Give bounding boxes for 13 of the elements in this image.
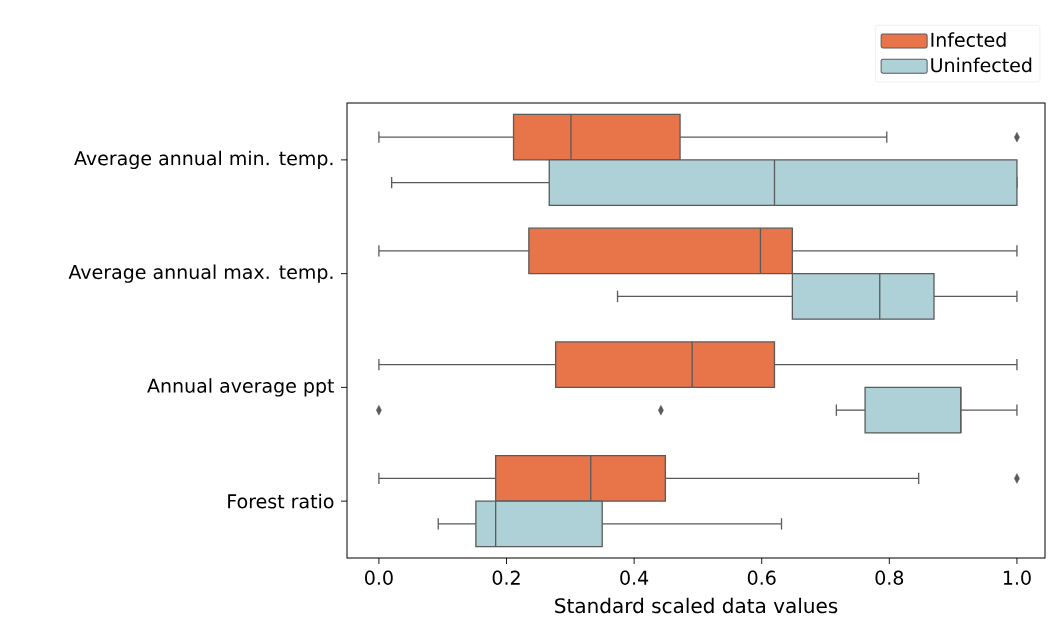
legend-label: Infected xyxy=(931,32,1006,47)
x-tick-label: 1.0 xyxy=(1003,570,1031,585)
legend-label: Uninfected xyxy=(931,57,1032,73)
x-tick-label: 0.4 xyxy=(620,570,649,585)
y-tick-label: Annual average ppt xyxy=(147,378,335,397)
x-tick-label: 0.2 xyxy=(492,570,520,585)
y-tick-label: Average annual max. temp. xyxy=(68,264,333,283)
x-tick-label: 0.6 xyxy=(747,570,776,585)
x-axis-title: Standard scaled data values xyxy=(555,597,838,614)
x-tick-label: 0.0 xyxy=(365,570,393,585)
x-tick-label: 0.8 xyxy=(875,570,904,585)
y-tick-label: Average annual min. temp. xyxy=(74,150,333,170)
y-tick-label: Forest ratio xyxy=(228,493,334,509)
